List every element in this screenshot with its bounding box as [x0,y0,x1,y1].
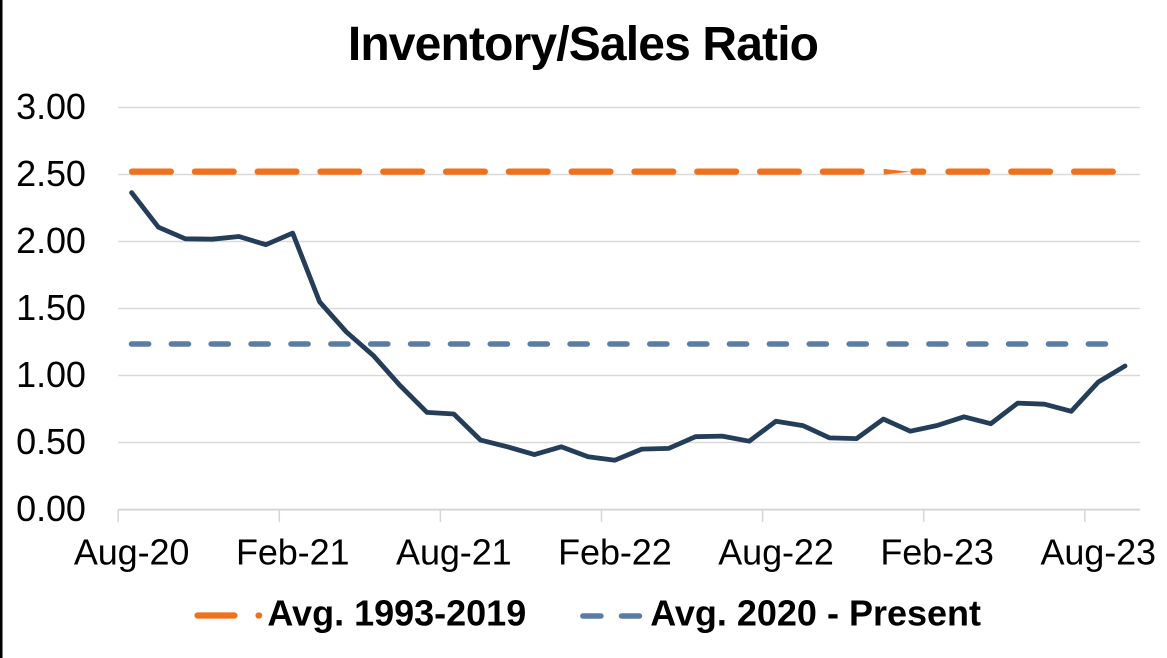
svg-text:0.50: 0.50 [16,421,86,462]
svg-text:Avg. 1993-2019: Avg. 1993-2019 [267,593,526,634]
svg-text:Aug-20: Aug-20 [74,532,190,573]
svg-text:Aug-23: Aug-23 [1040,532,1156,573]
svg-text:Aug-22: Aug-22 [718,532,834,573]
svg-text:0.00: 0.00 [16,488,86,529]
svg-text:Avg. 2020 - Present: Avg. 2020 - Present [650,593,981,634]
svg-text:1.00: 1.00 [16,354,86,395]
svg-text:2.50: 2.50 [16,153,86,194]
svg-text:Inventory/Sales Ratio: Inventory/Sales Ratio [348,18,818,71]
svg-text:Feb-21: Feb-21 [236,532,349,573]
svg-text:Feb-22: Feb-22 [558,532,671,573]
svg-text:2.00: 2.00 [16,220,86,261]
svg-text:1.50: 1.50 [16,287,86,328]
svg-text:3.00: 3.00 [16,86,86,127]
svg-text:Aug-21: Aug-21 [396,532,512,573]
svg-text:Feb-23: Feb-23 [880,532,993,573]
